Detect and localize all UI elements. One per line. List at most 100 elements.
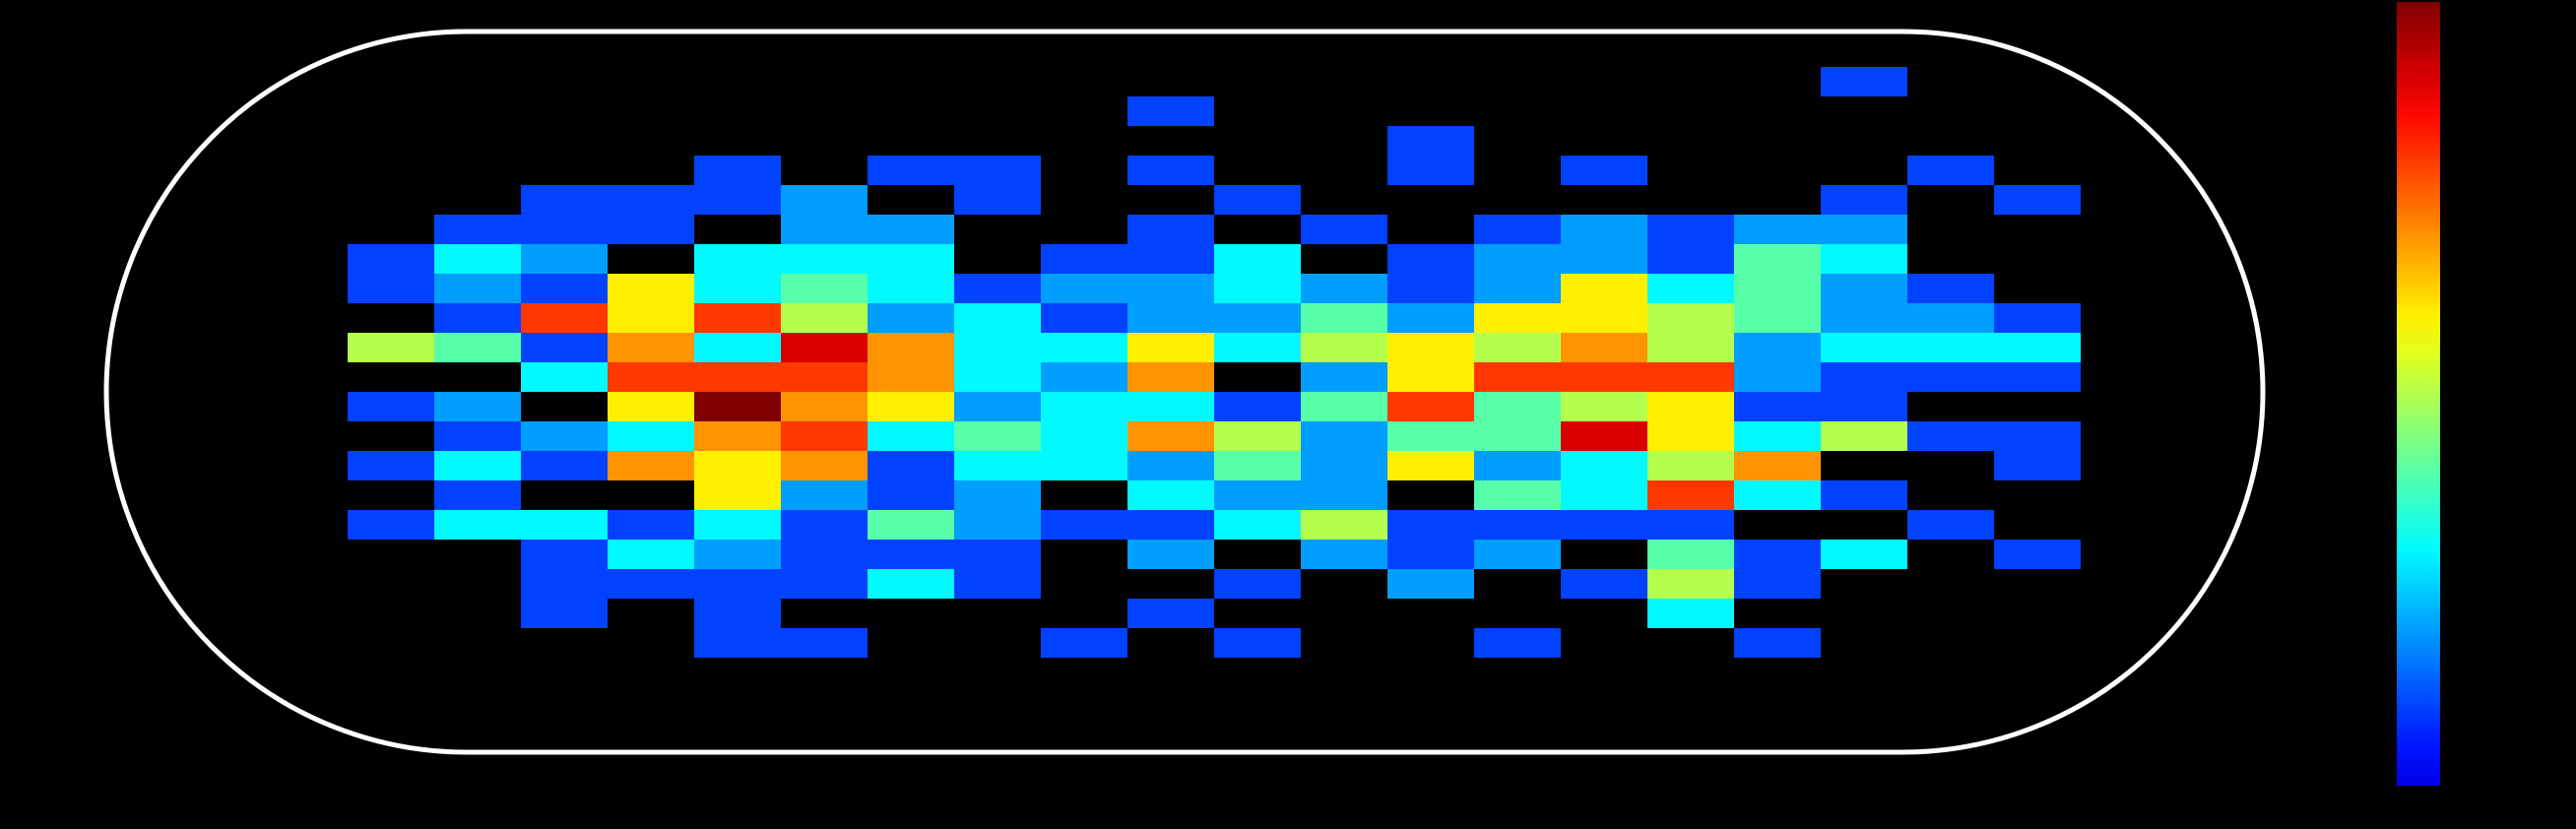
heatmap-cell: [1387, 540, 1474, 569]
heatmap-cell: [608, 421, 694, 451]
heatmap-cell: [868, 244, 954, 274]
heatmap-cell: [1647, 451, 1734, 480]
heatmap-cell: [1214, 480, 1301, 510]
heatmap-cell: [1474, 540, 1561, 569]
heatmap-cell: [781, 540, 868, 569]
heatmap-cell: [1474, 303, 1561, 333]
heatmap-cell: [1214, 333, 1301, 362]
heatmap-cell: [694, 185, 781, 215]
heatmap-cells: [348, 67, 2081, 658]
heatmap-cell: [1301, 215, 1387, 244]
heatmap-cell: [521, 421, 608, 451]
heatmap-cell: [1474, 244, 1561, 274]
heatmap-cell: [1041, 421, 1127, 451]
heatmap-cell: [694, 480, 781, 510]
heatmap-cell: [1474, 451, 1561, 480]
heatmap-cell: [1041, 274, 1127, 303]
heatmap-cell: [781, 628, 868, 658]
heatmap-cell: [434, 303, 521, 333]
heatmap-cell: [1474, 480, 1561, 510]
heatmap-cell: [954, 274, 1041, 303]
heatmap-cell: [694, 156, 781, 185]
heatmap-cell: [1734, 215, 1821, 244]
heatmap-cell: [1301, 480, 1387, 510]
heatmap-cell: [608, 303, 694, 333]
heatmap-cell: [1734, 274, 1821, 303]
heatmap-cell: [868, 540, 954, 569]
heatmap-cell: [1127, 362, 1214, 392]
heatmap-cell: [1127, 451, 1214, 480]
cell-outline: [103, 29, 2266, 755]
heatmap-cell: [694, 274, 781, 303]
heatmap-cell: [1994, 303, 2081, 333]
heatmap-cell: [521, 215, 608, 244]
heatmap-cell: [868, 510, 954, 540]
heatmap-cell: [954, 480, 1041, 510]
heatmap-cell: [694, 303, 781, 333]
heatmap-cell: [781, 244, 868, 274]
heatmap-cell: [1907, 421, 1994, 451]
heatmap-cell: [954, 156, 1041, 185]
heatmap-cell: [1214, 274, 1301, 303]
heatmap-cell: [1214, 569, 1301, 599]
heatmap-cell: [1387, 274, 1474, 303]
heatmap-cell: [781, 421, 868, 451]
heatmap-cell: [1734, 569, 1821, 599]
heatmap-cell: [1127, 333, 1214, 362]
heatmap-cell: [1821, 185, 1907, 215]
heatmap-cell: [434, 510, 521, 540]
heatmap-cell: [521, 510, 608, 540]
heatmap-cell: [954, 333, 1041, 362]
heatmap-cell: [1561, 215, 1647, 244]
heatmap-cell: [1127, 392, 1214, 421]
heatmap-cell: [954, 569, 1041, 599]
heatmap-cell: [1474, 333, 1561, 362]
heatmap-cell: [1647, 244, 1734, 274]
heatmap-cell: [1301, 451, 1387, 480]
heatmap-cell: [1821, 333, 1907, 362]
heatmap-cell: [1387, 569, 1474, 599]
heatmap-cell: [1127, 96, 1214, 126]
heatmap-cell: [1734, 451, 1821, 480]
heatmap-cell: [1734, 628, 1821, 658]
heatmap-cell: [1127, 244, 1214, 274]
heatmap-cell: [1041, 392, 1127, 421]
heatmap-cell: [608, 392, 694, 421]
heatmap-cell: [1561, 156, 1647, 185]
heatmap-cell: [1821, 303, 1907, 333]
heatmap-cell: [954, 362, 1041, 392]
heatmap-cell: [1214, 392, 1301, 421]
heatmap-cell: [1734, 333, 1821, 362]
heatmap-cell: [1821, 540, 1907, 569]
heatmap-cell: [1041, 303, 1127, 333]
heatmap-cell: [1474, 392, 1561, 421]
heatmap-cell: [608, 451, 694, 480]
heatmap-cell: [781, 185, 868, 215]
heatmap-cell: [954, 185, 1041, 215]
heatmap-cell: [1041, 628, 1127, 658]
heatmap-cell: [1474, 421, 1561, 451]
heatmap-cell: [1387, 303, 1474, 333]
heatmap-cell: [608, 540, 694, 569]
heatmap-cell: [1474, 215, 1561, 244]
heatmap-cell: [954, 392, 1041, 421]
heatmap-cell: [1301, 540, 1387, 569]
heatmap-cell: [521, 333, 608, 362]
heatmap-cell: [1907, 274, 1994, 303]
heatmap-cell: [694, 510, 781, 540]
heatmap-cell: [348, 274, 434, 303]
heatmap-cell: [1561, 362, 1647, 392]
heatmap-cell: [1387, 392, 1474, 421]
heatmap-cell: [521, 244, 608, 274]
heatmap-cell: [521, 599, 608, 628]
heatmap-cell: [781, 303, 868, 333]
heatmap-cell: [1387, 333, 1474, 362]
heatmap-cell: [781, 362, 868, 392]
heatmap-cell: [1301, 303, 1387, 333]
colorbar: [2397, 2, 2440, 786]
heatmap-cell: [954, 421, 1041, 451]
heatmap-cell: [1127, 274, 1214, 303]
heatmap-cell: [694, 392, 781, 421]
heatmap-cell: [1474, 274, 1561, 303]
